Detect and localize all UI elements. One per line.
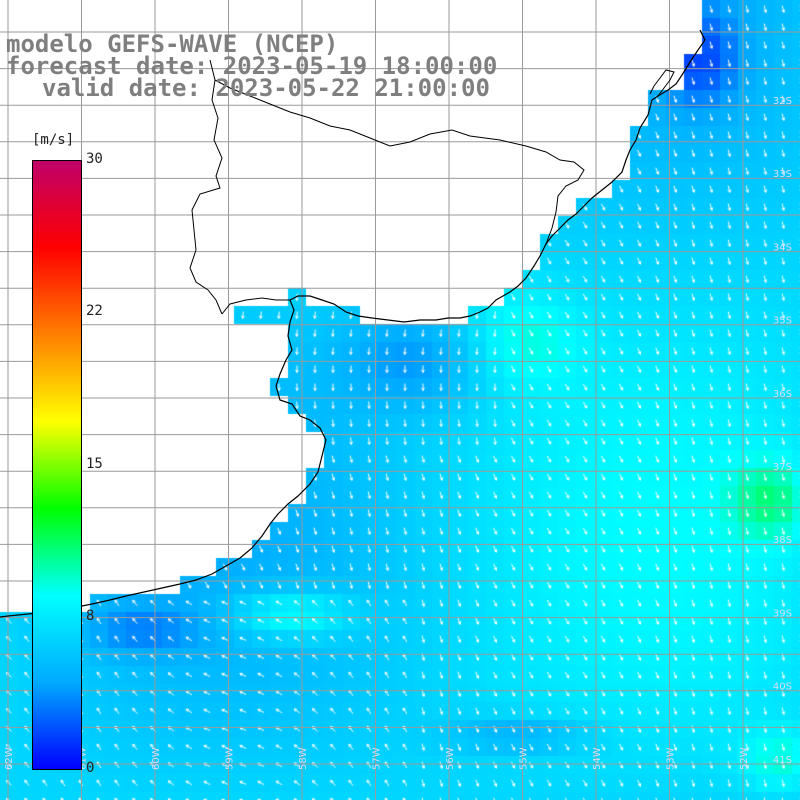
- latitude-label: 41S: [773, 755, 792, 766]
- latitude-label: 33S: [773, 169, 792, 180]
- title-model: modelo GEFS-WAVE (NCEP): [6, 30, 339, 58]
- river-uruguay: [189, 59, 223, 315]
- latitude-labels: 32S 33S 34S 35S 36S 37S 38S 39S 40S 41S: [773, 96, 792, 766]
- colorbar-tick-8: 8: [86, 608, 95, 624]
- longitude-label: 55W: [519, 747, 530, 770]
- latitude-label: 35S: [773, 316, 792, 327]
- colorbar-tick-22: 22: [86, 303, 103, 319]
- latitude-label: 40S: [773, 682, 792, 693]
- longitude-label: 62W: [4, 747, 15, 770]
- border-uruguay: [214, 79, 585, 245]
- colorbar-tick-0: 0: [86, 760, 95, 776]
- colorbar-tick-30: 30: [86, 151, 103, 167]
- colorbar: [32, 160, 82, 770]
- longitude-label: 58W: [298, 747, 309, 770]
- latitude-label: 32S: [773, 96, 792, 107]
- longitude-label: 57W: [372, 747, 383, 770]
- longitude-label: 59W: [225, 747, 236, 770]
- lagoon-outline: [649, 69, 675, 97]
- latitude-label: 37S: [773, 462, 792, 473]
- longitude-labels: 62W 61W 60W 59W 58W 57W 56W 55W 54W 53W 52W: [4, 747, 750, 770]
- latitude-label: 36S: [773, 389, 792, 400]
- longitude-label: 61W: [78, 747, 89, 770]
- latitude-label: 38S: [773, 535, 792, 546]
- latitude-label: 34S: [773, 242, 792, 253]
- title-forecast-date: forecast date: 2023-05-19 18:00:00: [6, 52, 498, 80]
- river-plate-north-shore: [221, 297, 290, 315]
- title-valid-date: valid date: 2023-05-22 21:00:00: [42, 74, 490, 102]
- longitude-label: 56W: [445, 747, 456, 770]
- longitude-label: 60W: [151, 747, 162, 770]
- colorbar-unit: [m/s]: [32, 132, 75, 148]
- longitude-label: 54W: [592, 747, 603, 770]
- longitude-label: 52W: [739, 747, 750, 770]
- coastline: [0, 29, 706, 618]
- latitude-label: 39S: [773, 608, 792, 619]
- longitude-label: 53W: [666, 747, 677, 770]
- colorbar-tick-15: 15: [86, 456, 103, 472]
